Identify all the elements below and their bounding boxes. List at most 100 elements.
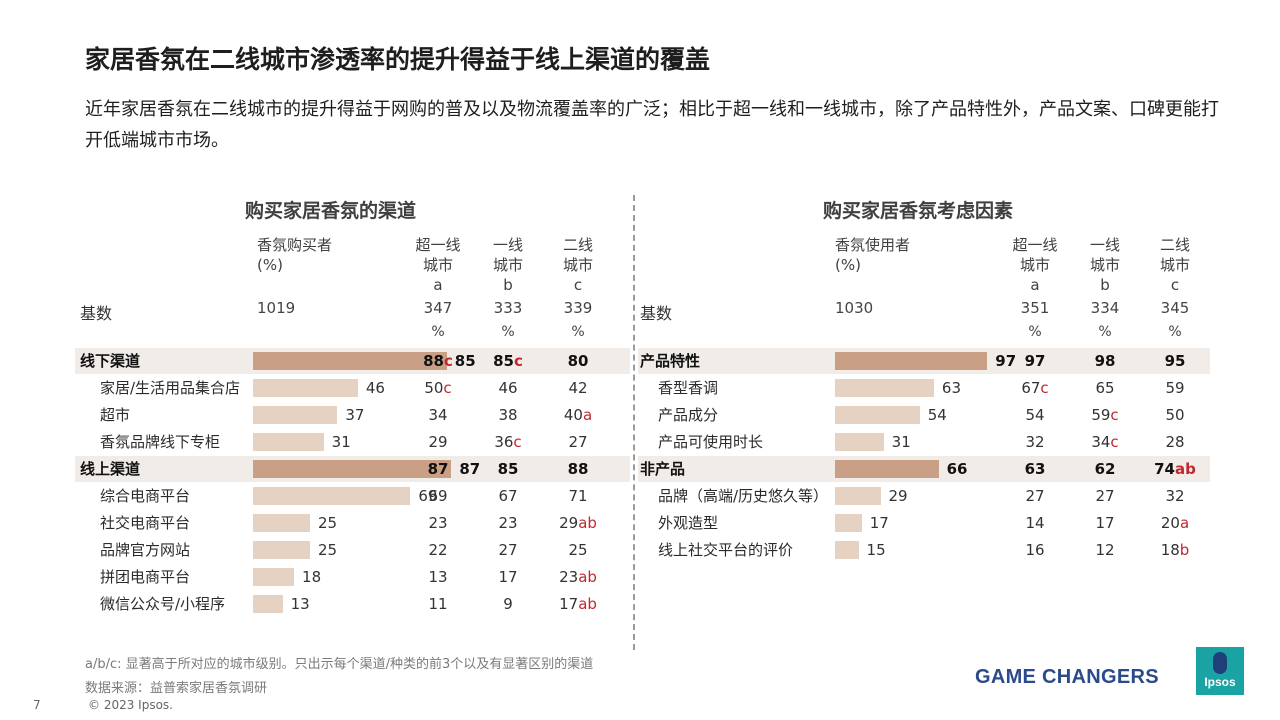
- city-value-cell: 14: [1010, 510, 1060, 536]
- city-value: 46: [498, 379, 518, 397]
- page-number: 7: [33, 698, 41, 712]
- data-source: 数据来源：益普索家居香氛调研: [85, 681, 268, 696]
- bar-value-label: 13: [290, 595, 310, 613]
- base-total: 1030: [835, 299, 874, 317]
- city-value-cell: 11: [413, 591, 463, 617]
- bar-value-label: 46: [365, 379, 385, 397]
- item-label: 品牌（高端/历史悠久等）: [658, 487, 829, 505]
- city-value: 12: [1095, 541, 1115, 559]
- base-value: 339: [563, 299, 593, 317]
- city-value-cell: 17: [1080, 510, 1130, 536]
- bar-value-label: 69: [418, 487, 438, 505]
- bar-value-label: 97: [995, 352, 1017, 370]
- city-value-cell: 85: [483, 456, 533, 482]
- city-value-cell: 74ab: [1150, 456, 1200, 482]
- base-value: 347: [423, 299, 453, 317]
- city-value: 62: [1094, 460, 1116, 478]
- chart-title: 购买家居香氛的渠道: [245, 200, 417, 222]
- city-value-cell: 32: [1150, 483, 1200, 509]
- city-value: 18: [1160, 541, 1180, 559]
- item-label: 产品可使用时长: [658, 433, 764, 451]
- base-value: 333: [493, 299, 523, 317]
- item-bar: [253, 487, 411, 505]
- city-value-cell: 18b: [1150, 537, 1200, 563]
- city-value: 23: [498, 514, 518, 532]
- city-value-cell: 65: [1080, 375, 1130, 401]
- bar-value-label: 31: [891, 433, 911, 451]
- city-value: 87: [427, 460, 449, 478]
- city-value-cell: 38: [483, 402, 533, 428]
- city-value-cell: 67: [483, 483, 533, 509]
- city-value: 97: [1024, 352, 1046, 370]
- city-value: 38: [498, 406, 518, 424]
- city-value-cell: 12: [1080, 537, 1130, 563]
- significance-letter: c: [1110, 433, 1119, 451]
- bar-value-label: 15: [866, 541, 886, 559]
- city-column-header: 一线 城市 b: [1089, 236, 1120, 294]
- percent-symbol: %: [501, 324, 515, 340]
- item-bar: [253, 514, 310, 532]
- group-label: 非产品: [640, 460, 686, 478]
- city-value: 16: [1025, 541, 1045, 559]
- city-value-cell: 29: [413, 429, 463, 455]
- bar-value-label: 54: [927, 406, 947, 424]
- significance-letter: ab: [578, 568, 597, 586]
- city-value-cell: 97: [1010, 348, 1060, 374]
- city-value: 27: [498, 541, 518, 559]
- city-value: 22: [428, 541, 448, 559]
- panel-divider: [633, 195, 635, 650]
- chart-title: 购买家居香氛考虑因素: [823, 200, 1014, 222]
- percent-symbol: %: [1168, 324, 1182, 340]
- significance-letter: ab: [578, 514, 597, 532]
- city-value: 34: [428, 406, 448, 424]
- ipsos-logo-mark: [1213, 652, 1227, 674]
- city-value-cell: 50: [1150, 402, 1200, 428]
- channel-chart-panel: 购买家居香氛的渠道 香氛购买者 (%) 超一线 城市 a 347% 一线 城市 b 333% 二线 城市…: [75, 190, 630, 630]
- bar-value-label: 29: [888, 487, 908, 505]
- city-value-cell: 23: [413, 510, 463, 536]
- city-value-cell: 27: [483, 537, 533, 563]
- factor-chart-panel: 购买家居香氛考虑因素 香氛使用者 (%) 超一线 城市 a 351% 一线 城市 b 334% 二线城…: [638, 190, 1210, 630]
- base-total: 1019: [257, 299, 296, 317]
- city-value: 69: [428, 487, 448, 505]
- group-label: 线上渠道: [80, 460, 141, 478]
- city-value: 27: [568, 433, 588, 451]
- base-value: 345: [1160, 299, 1190, 317]
- city-value: 67: [1021, 379, 1041, 397]
- city-value: 34: [1091, 433, 1111, 451]
- city-value: 59: [1165, 379, 1185, 397]
- city-value: 50: [424, 379, 444, 397]
- city-value-cell: 22: [413, 537, 463, 563]
- city-value-cell: 87: [413, 456, 463, 482]
- item-label: 超市: [100, 406, 131, 424]
- city-value: 42: [568, 379, 588, 397]
- city-value-cell: 95: [1150, 348, 1200, 374]
- city-value: 20: [1160, 514, 1180, 532]
- item-bar: [835, 514, 862, 532]
- significance-letter: b: [1179, 541, 1190, 559]
- item-label: 产品成分: [658, 406, 719, 424]
- group-label: 线下渠道: [80, 352, 141, 370]
- city-value-cell: 17: [483, 564, 533, 590]
- city-value-cell: 28: [1150, 429, 1200, 455]
- brand-tagline: GAME CHANGERS: [975, 666, 1159, 688]
- significance-letter: ab: [1175, 460, 1196, 478]
- city-value: 54: [1025, 406, 1045, 424]
- city-value: 27: [1095, 487, 1115, 505]
- city-value: 11: [428, 595, 448, 613]
- city-value: 40: [563, 406, 583, 424]
- city-value: 85: [493, 352, 514, 370]
- bar-value-label: 87: [459, 460, 481, 478]
- bar-value-label: 37: [345, 406, 365, 424]
- item-label: 综合电商平台: [100, 487, 191, 505]
- significance-letter: a: [1179, 514, 1190, 532]
- city-value: 95: [1164, 352, 1186, 370]
- significance-letter: c: [513, 433, 522, 451]
- city-value-cell: 20a: [1150, 510, 1200, 536]
- significance-letter: ab: [578, 595, 597, 613]
- city-value-cell: 80: [553, 348, 603, 374]
- percent-symbol: %: [1028, 324, 1042, 340]
- city-value-cell: 34c: [1080, 429, 1130, 455]
- city-value: 88: [567, 460, 589, 478]
- city-column-header: 超一线 城市 a: [1012, 236, 1058, 294]
